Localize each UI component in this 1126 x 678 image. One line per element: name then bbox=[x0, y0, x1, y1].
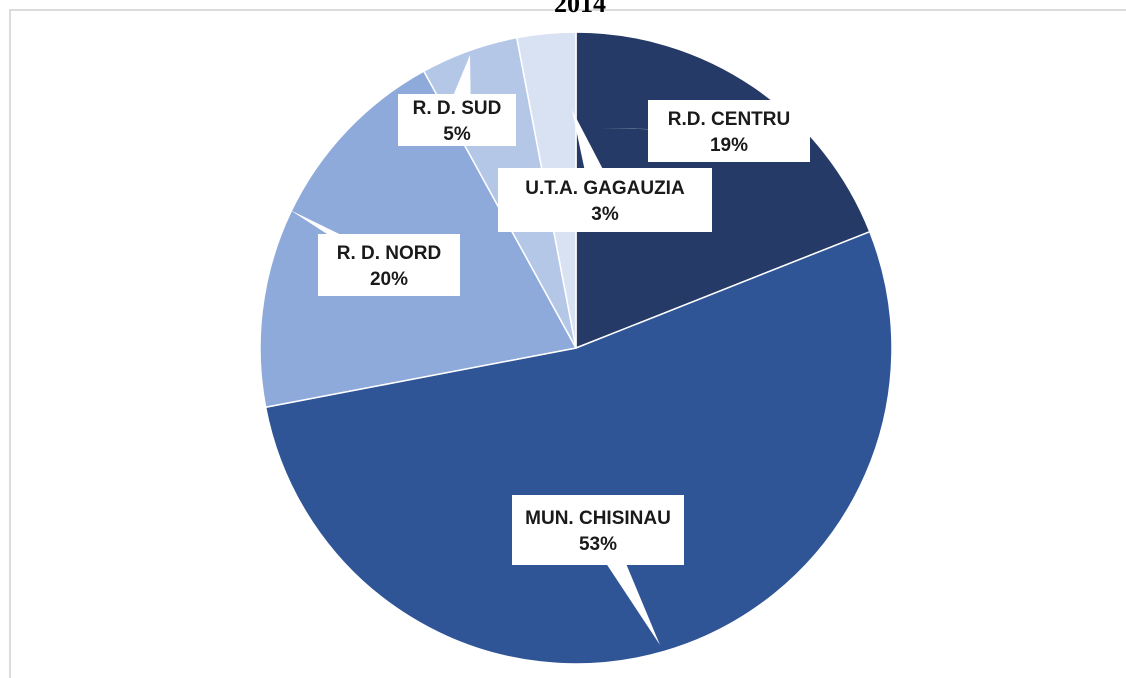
label-category: MUN. CHISINAU bbox=[525, 508, 671, 529]
label-box bbox=[318, 234, 460, 296]
data-labels: R.D. CENTRU 19% MUN. CHISINAU 53% R. D. NORD… bbox=[290, 55, 810, 645]
data-label: U.T.A. GAGAUZIA 3% bbox=[498, 110, 712, 232]
label-box bbox=[512, 495, 684, 565]
data-label: R. D. SUD 5% bbox=[398, 55, 516, 146]
label-box bbox=[498, 168, 712, 232]
chart-frame bbox=[9, 9, 1126, 678]
label-box bbox=[398, 94, 516, 146]
label-category: R. D. SUD bbox=[413, 98, 502, 119]
data-label: MUN. CHISINAU 53% bbox=[512, 495, 684, 645]
label-box bbox=[648, 100, 810, 162]
label-value: 19% bbox=[710, 135, 748, 156]
label-value: 53% bbox=[579, 534, 617, 555]
label-value: 3% bbox=[591, 204, 619, 225]
data-label: R. D. NORD 20% bbox=[290, 210, 460, 296]
label-value: 5% bbox=[443, 124, 471, 145]
label-category: R.D. CENTRU bbox=[668, 109, 790, 130]
data-label: R.D. CENTRU 19% bbox=[600, 100, 810, 162]
label-value: 20% bbox=[370, 269, 408, 290]
label-category: U.T.A. GAGAUZIA bbox=[525, 178, 685, 199]
label-category: R. D. NORD bbox=[337, 243, 442, 264]
chart-title: 2014 bbox=[554, 0, 606, 18]
pie-slice bbox=[264, 230, 893, 665]
